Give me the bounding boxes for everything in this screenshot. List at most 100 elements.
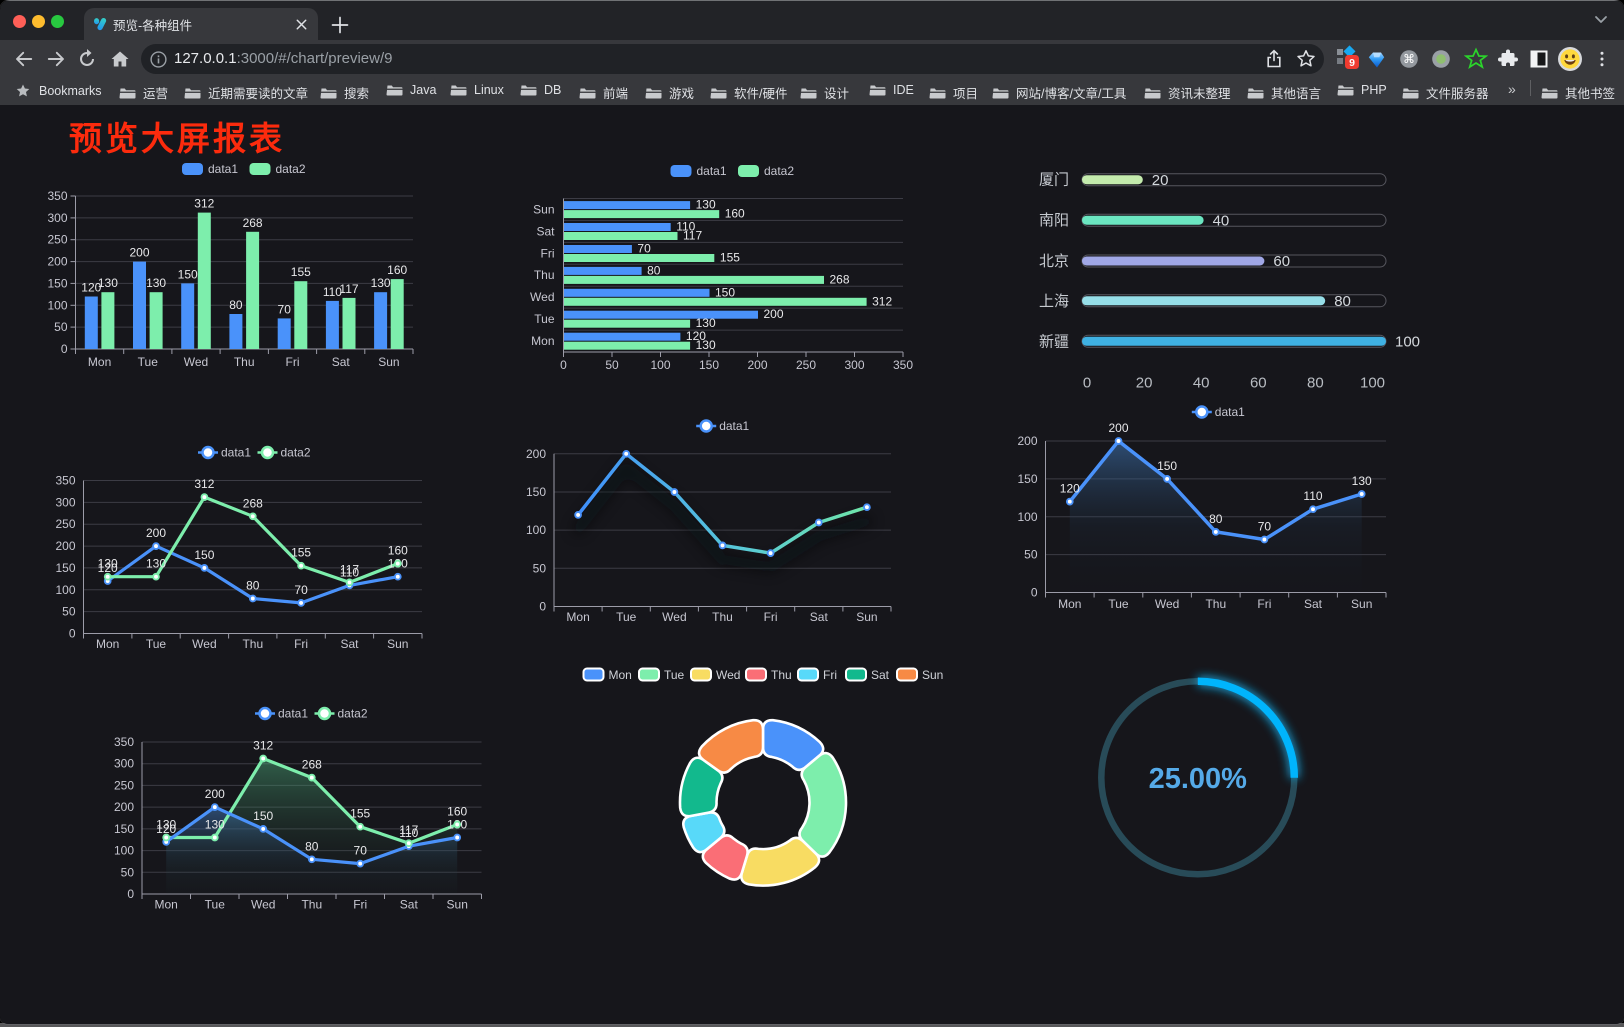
svg-text:268: 268: [302, 758, 322, 772]
svg-text:20: 20: [1136, 375, 1153, 392]
svg-text:60: 60: [1273, 253, 1290, 270]
svg-text:200: 200: [1017, 434, 1037, 448]
svg-text:60: 60: [1250, 375, 1267, 392]
svg-text:北京: 北京: [1039, 253, 1069, 270]
svg-text:Mon: Mon: [88, 355, 111, 369]
svg-text:130: 130: [205, 818, 225, 832]
svg-text:40: 40: [1193, 375, 1210, 392]
svg-text:100: 100: [1360, 375, 1385, 392]
svg-text:130: 130: [146, 557, 166, 571]
svg-text:100: 100: [47, 298, 67, 312]
svg-text:Wed: Wed: [1155, 597, 1179, 611]
svg-text:data1: data1: [697, 164, 727, 178]
svg-text:110: 110: [399, 826, 418, 840]
svg-text:50: 50: [121, 865, 135, 879]
svg-text:80: 80: [1209, 512, 1223, 526]
svg-text:200: 200: [129, 246, 149, 260]
svg-text:312: 312: [872, 294, 892, 308]
svg-text:110: 110: [340, 565, 359, 579]
svg-text:Fri: Fri: [764, 610, 778, 624]
svg-text:312: 312: [194, 477, 214, 491]
svg-text:Wed: Wed: [662, 610, 686, 624]
svg-text:Wed: Wed: [251, 898, 275, 912]
svg-text:Mon: Mon: [155, 898, 178, 912]
svg-text:200: 200: [764, 307, 784, 321]
svg-text:⌘: ⌘: [1403, 52, 1415, 66]
svg-text:Wed: Wed: [184, 355, 208, 369]
svg-text:150: 150: [178, 267, 198, 281]
svg-text:data1: data1: [208, 162, 238, 176]
svg-text:150: 150: [47, 276, 67, 290]
svg-text:80: 80: [246, 579, 260, 593]
svg-text:Thu: Thu: [234, 355, 255, 369]
svg-text:312: 312: [253, 739, 273, 753]
svg-text:250: 250: [796, 358, 816, 372]
svg-text:Sun: Sun: [447, 898, 468, 912]
svg-text:data1: data1: [221, 446, 251, 460]
svg-text:Thu: Thu: [712, 610, 733, 624]
svg-text:Wed: Wed: [716, 668, 740, 682]
svg-text:130: 130: [156, 818, 176, 832]
svg-text:50: 50: [1024, 548, 1038, 562]
svg-text:350: 350: [114, 735, 134, 749]
svg-text:40: 40: [1213, 212, 1230, 229]
svg-text:110: 110: [323, 285, 342, 299]
svg-text:160: 160: [725, 207, 745, 221]
svg-text:117: 117: [399, 823, 418, 837]
svg-text:120: 120: [686, 329, 706, 343]
svg-text:117: 117: [339, 282, 358, 296]
svg-text:268: 268: [830, 272, 850, 286]
svg-text:50: 50: [62, 605, 76, 619]
svg-text:Sat: Sat: [332, 355, 351, 369]
svg-text:Sun: Sun: [856, 610, 877, 624]
svg-text:70: 70: [1258, 520, 1272, 534]
svg-text:200: 200: [55, 539, 75, 553]
svg-text:300: 300: [55, 495, 75, 509]
svg-text:155: 155: [291, 546, 311, 560]
svg-text:Sat: Sat: [1304, 597, 1323, 611]
svg-text:Sat: Sat: [400, 898, 419, 912]
svg-text:200: 200: [526, 447, 546, 461]
svg-text:150: 150: [715, 285, 735, 299]
svg-text:0: 0: [61, 342, 68, 356]
svg-text:Thu: Thu: [1205, 597, 1226, 611]
svg-text:50: 50: [605, 358, 619, 372]
svg-text:Mon: Mon: [566, 610, 589, 624]
svg-text:data2: data2: [276, 162, 306, 176]
svg-text:160: 160: [387, 263, 407, 277]
svg-text:120: 120: [81, 281, 101, 295]
svg-text:0: 0: [560, 358, 567, 372]
svg-text:110: 110: [676, 220, 695, 234]
svg-text:Mon: Mon: [1058, 597, 1081, 611]
svg-text:Sat: Sat: [536, 224, 555, 238]
svg-text:Tue: Tue: [138, 355, 159, 369]
svg-text:data2: data2: [338, 707, 368, 721]
svg-text:120: 120: [1060, 482, 1080, 496]
svg-text:350: 350: [55, 474, 75, 488]
svg-text:Sat: Sat: [810, 610, 829, 624]
svg-text:80: 80: [647, 263, 661, 277]
svg-text:250: 250: [55, 517, 75, 531]
svg-text:117: 117: [683, 229, 702, 243]
svg-text:200: 200: [1108, 421, 1128, 435]
svg-text:data2: data2: [764, 164, 794, 178]
svg-text:20: 20: [1152, 172, 1169, 189]
svg-text:data1: data1: [719, 419, 749, 433]
svg-text:0: 0: [127, 887, 134, 901]
svg-text:Thu: Thu: [242, 637, 263, 651]
svg-text:50: 50: [54, 320, 68, 334]
svg-text:100: 100: [1395, 334, 1420, 351]
svg-text:130: 130: [696, 316, 716, 330]
svg-text:150: 150: [114, 822, 134, 836]
svg-text:上海: 上海: [1039, 293, 1069, 310]
svg-text:Fri: Fri: [541, 246, 555, 260]
svg-text:150: 150: [526, 485, 546, 499]
svg-text:100: 100: [526, 523, 546, 537]
svg-text:data2: data2: [281, 446, 311, 460]
svg-text:0: 0: [1031, 586, 1038, 600]
svg-text:Sun: Sun: [378, 355, 399, 369]
svg-text:200: 200: [205, 787, 225, 801]
svg-text:50: 50: [533, 561, 547, 575]
svg-text:150: 150: [699, 358, 719, 372]
svg-text:80: 80: [229, 298, 243, 312]
